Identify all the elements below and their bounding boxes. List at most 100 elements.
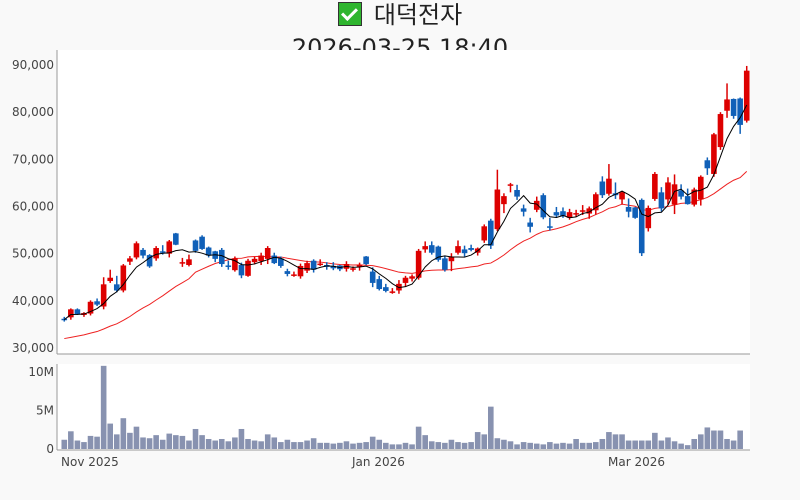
volume-bar (81, 442, 87, 449)
candle (658, 187, 665, 212)
candle (284, 268, 291, 277)
candle (376, 275, 383, 291)
candle (547, 217, 553, 231)
volume-bar (586, 442, 593, 449)
candle (638, 198, 645, 257)
volume-bar (304, 440, 310, 449)
candle (652, 172, 658, 201)
candle (166, 239, 173, 258)
volume-bar (638, 440, 645, 449)
volume-bar (494, 438, 501, 449)
candle (448, 253, 455, 272)
candle (87, 300, 94, 316)
chart-title: 대덕전자 (0, 0, 800, 32)
volume-bar (212, 440, 219, 449)
volume-bar (356, 442, 363, 449)
candle (310, 259, 317, 273)
volume-bar (697, 434, 704, 449)
candle (120, 264, 127, 293)
candle (520, 204, 527, 217)
candle (632, 206, 638, 219)
candle (363, 256, 369, 265)
volume-bar (337, 442, 343, 449)
volume-bar (599, 438, 606, 449)
x-tick-label: Nov 2025 (61, 455, 119, 469)
candle (402, 275, 409, 287)
volume-bar (547, 442, 553, 449)
volume-bar (245, 438, 251, 449)
volume-bar (107, 423, 114, 449)
candle (527, 217, 533, 233)
volume-bar (435, 442, 442, 449)
candle (389, 288, 396, 294)
volume-bar (199, 435, 205, 449)
candle (153, 246, 159, 261)
candle (599, 176, 606, 199)
candle (127, 256, 133, 265)
volume-bar (330, 443, 337, 449)
candle (113, 275, 120, 293)
volume-bar (520, 442, 527, 449)
candle (179, 257, 186, 267)
volume-bar (560, 442, 566, 449)
candle (199, 235, 205, 250)
volume-bar (264, 434, 271, 449)
volume-bar (389, 444, 396, 449)
candle (383, 283, 389, 293)
volume-bar (310, 438, 317, 449)
volume-bar (94, 436, 100, 449)
volume-bar (297, 442, 304, 449)
ma5-line (63, 104, 748, 321)
volume-bar (225, 441, 232, 449)
volume-bar (159, 439, 166, 449)
volume-bar (87, 435, 94, 449)
volume-bar (166, 433, 173, 449)
volume-bar (606, 432, 612, 449)
volume-bar (409, 444, 415, 449)
candle (678, 184, 684, 200)
volume-bar (284, 439, 291, 449)
volume-bar (592, 442, 599, 449)
candle (238, 262, 245, 279)
candle (730, 98, 737, 119)
candle (140, 248, 146, 259)
candle (94, 298, 100, 307)
volume-bar (363, 442, 369, 449)
candle (442, 255, 448, 272)
candle (691, 187, 698, 207)
candle (146, 254, 153, 268)
volume-y-tick-label: 10M (28, 365, 54, 379)
candle (455, 240, 461, 255)
y-tick-label: 40,000 (12, 294, 54, 308)
volume-bar (291, 442, 297, 449)
volume-bar (533, 443, 540, 449)
volume-bar (278, 442, 284, 449)
y-tick-label: 60,000 (12, 200, 54, 214)
candle (586, 206, 593, 219)
volume-bar (396, 444, 402, 449)
candle (553, 206, 560, 218)
volume-bar (507, 441, 514, 449)
volume-bar (481, 434, 488, 449)
volume-bar (730, 440, 737, 449)
y-tick-label: 80,000 (12, 105, 54, 119)
volume-bar (179, 435, 186, 449)
volume-y-tick-label: 5M (36, 404, 54, 418)
volume-bar (442, 442, 448, 449)
volume-bar (612, 434, 619, 449)
x-tick-label: Jan 2026 (351, 455, 405, 469)
candle (291, 271, 297, 277)
candle (724, 83, 730, 118)
volume-bar (61, 439, 68, 449)
volume-bar (665, 437, 671, 449)
volume-bar (133, 426, 140, 449)
candle (507, 182, 514, 193)
volume-bar (271, 437, 278, 449)
volume-bar (448, 439, 455, 449)
volume-bar (68, 431, 74, 449)
volume-bar (540, 444, 547, 449)
candle (711, 132, 717, 177)
candle (232, 256, 238, 272)
candle (461, 245, 468, 257)
